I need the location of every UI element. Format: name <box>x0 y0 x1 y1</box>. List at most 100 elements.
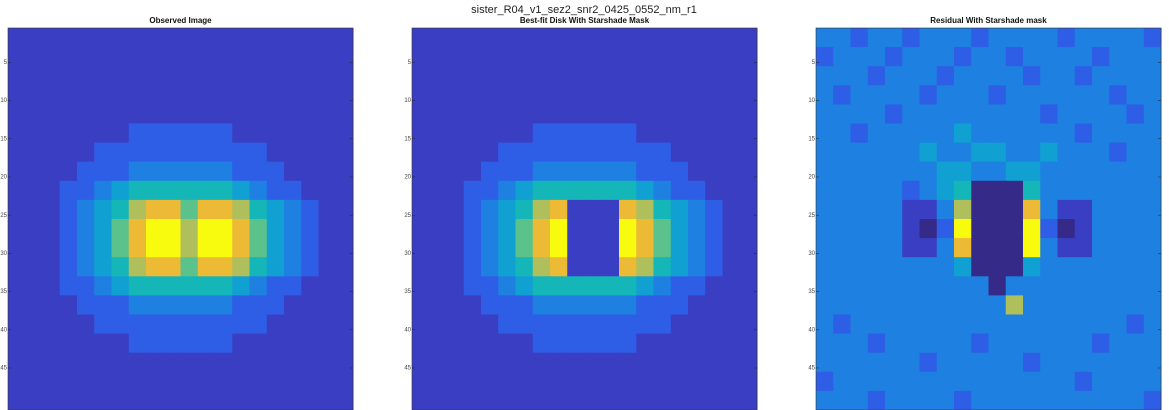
heatmap-cell <box>550 391 568 410</box>
heatmap-cell <box>550 257 568 277</box>
heatmap-cell <box>619 391 637 410</box>
heatmap-cell <box>447 162 465 182</box>
heatmap-cell <box>1109 219 1127 239</box>
heatmap-cell <box>284 47 302 67</box>
heatmap-cell <box>412 47 430 67</box>
heatmap-cell <box>267 66 285 86</box>
heatmap-cell <box>129 181 147 201</box>
heatmap-cell <box>301 276 319 296</box>
heatmap-cell <box>1075 162 1093 182</box>
heatmap-cell <box>1058 28 1076 48</box>
heatmap-cell <box>920 47 938 67</box>
heatmap-cell <box>619 238 637 258</box>
heatmap-cell <box>232 391 250 410</box>
heatmap-cell <box>723 353 741 373</box>
heatmap-cell <box>1092 372 1110 392</box>
heatmap-cell <box>1006 143 1024 163</box>
heatmap-cell <box>1075 315 1093 335</box>
heatmap-cell <box>937 124 955 144</box>
heatmap-cell <box>146 162 164 182</box>
heatmap-cell <box>146 238 164 258</box>
heatmap-cell <box>1075 66 1093 86</box>
heatmap-cell <box>550 353 568 373</box>
heatmap-cell <box>1075 353 1093 373</box>
heatmap-cell <box>447 85 465 105</box>
y-tick-label: 10 <box>808 98 815 104</box>
heatmap-cell <box>971 104 989 124</box>
heatmap-cell <box>336 219 354 239</box>
heatmap-cell <box>267 372 285 392</box>
heatmap-cell <box>533 85 551 105</box>
heatmap-cell <box>60 200 78 220</box>
heatmap-cell <box>619 276 637 296</box>
heatmap-cell <box>412 85 430 105</box>
heatmap-cell <box>937 295 955 315</box>
heatmap-cell <box>250 295 268 315</box>
heatmap-cell <box>920 200 938 220</box>
heatmap-cell <box>181 295 199 315</box>
heatmap-cell <box>671 353 689 373</box>
heatmap-cell <box>920 295 938 315</box>
heatmap-cell <box>94 353 112 373</box>
heatmap-cell <box>429 276 447 296</box>
figure: sister_R04_v1_sez2_snr2_0425_0552_nm_r1 … <box>0 0 1169 410</box>
heatmap-cell <box>112 200 130 220</box>
heatmap-cell <box>481 47 499 67</box>
heatmap-cell <box>267 85 285 105</box>
heatmap-cell <box>602 257 620 277</box>
heatmap-cell <box>129 334 147 354</box>
heatmap-cell <box>43 104 61 124</box>
heatmap-cell <box>301 295 319 315</box>
heatmap-cell <box>163 391 181 410</box>
heatmap-cell <box>954 353 972 373</box>
heatmap-cell <box>1144 391 1162 410</box>
heatmap-cell <box>971 353 989 373</box>
heatmap-cell <box>585 219 603 239</box>
heatmap-cell <box>8 66 26 86</box>
heatmap-cell <box>129 104 147 124</box>
heatmap-cell <box>816 181 834 201</box>
heatmap-cell <box>429 47 447 67</box>
heatmap-cell <box>181 353 199 373</box>
heatmap-cell <box>1109 124 1127 144</box>
heatmap-cell <box>516 143 534 163</box>
heatmap-cell <box>723 372 741 392</box>
heatmap-cell <box>447 353 465 373</box>
heatmap-cell <box>516 391 534 410</box>
heatmap-cell <box>412 124 430 144</box>
heatmap-cell <box>319 124 337 144</box>
heatmap-cell <box>1092 143 1110 163</box>
heatmap-cell <box>851 85 869 105</box>
heatmap-cell <box>319 372 337 392</box>
panel-title: Observed Image <box>149 16 212 25</box>
heatmap-cell <box>1109 391 1127 410</box>
heatmap-cell <box>60 181 78 201</box>
heatmap-cell <box>232 353 250 373</box>
heatmap-cell <box>602 353 620 373</box>
heatmap-cell <box>688 276 706 296</box>
heatmap-cell <box>989 295 1007 315</box>
heatmap-cell <box>284 200 302 220</box>
heatmap-cell <box>516 85 534 105</box>
heatmap-cell <box>181 66 199 86</box>
heatmap-cell <box>43 200 61 220</box>
heatmap-cell <box>301 104 319 124</box>
heatmap-cell <box>636 200 654 220</box>
heatmap-cell <box>464 162 482 182</box>
heatmap-cell <box>550 47 568 67</box>
heatmap-cell <box>550 372 568 392</box>
heatmap-cell <box>146 124 164 144</box>
heatmap-cell <box>112 353 130 373</box>
heatmap-cell <box>868 181 886 201</box>
y-tick-label: 40 <box>404 327 411 333</box>
heatmap-cell <box>1075 238 1093 258</box>
heatmap-cell <box>937 162 955 182</box>
heatmap-cell <box>868 124 886 144</box>
heatmap-cell <box>250 276 268 296</box>
heatmap-cell <box>550 200 568 220</box>
heatmap-cell <box>602 162 620 182</box>
heatmap-cell <box>1006 66 1024 86</box>
heatmap-cell <box>1006 391 1024 410</box>
heatmap-cell <box>1144 219 1162 239</box>
heatmap-cell <box>1023 315 1041 335</box>
